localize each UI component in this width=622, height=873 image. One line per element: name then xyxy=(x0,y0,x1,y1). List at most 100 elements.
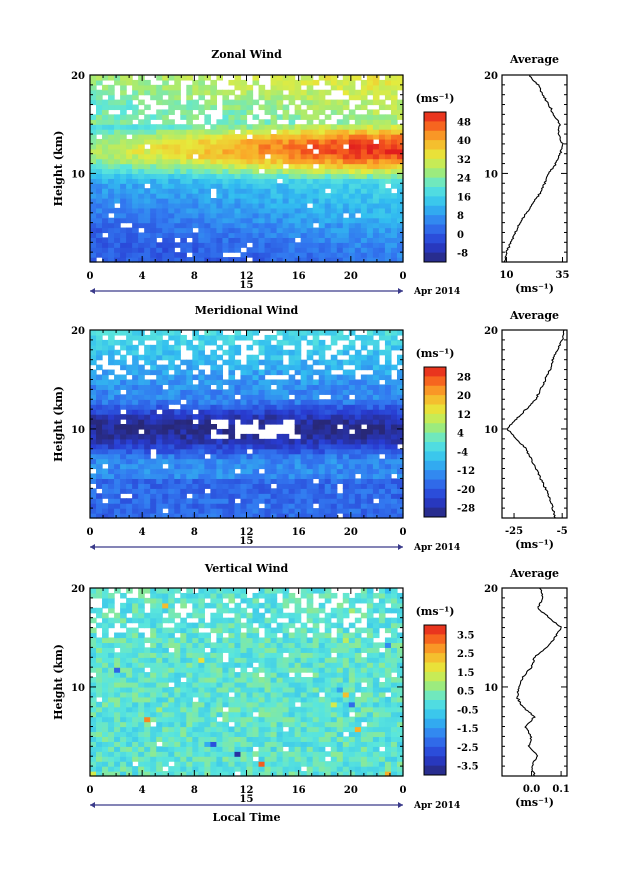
heatmap-cell xyxy=(366,217,374,224)
heatmap-cell xyxy=(234,657,242,663)
heatmap-cell xyxy=(192,89,199,96)
heatmap-cell xyxy=(312,428,320,435)
heatmap-cell xyxy=(222,138,230,145)
heatmap-cell xyxy=(378,148,386,155)
heatmap-cell xyxy=(120,731,127,738)
heatmap-cell xyxy=(372,114,380,120)
heatmap-cell xyxy=(90,119,97,125)
heatmap-cell xyxy=(372,158,380,165)
heatmap-cell xyxy=(126,498,133,504)
heatmap-cell xyxy=(342,349,350,356)
heatmap-cell xyxy=(264,508,272,514)
heatmap-cell xyxy=(192,592,199,599)
heatmap-cell xyxy=(168,731,175,738)
heatmap-cell xyxy=(180,508,187,514)
heatmap-cell xyxy=(222,498,230,504)
heatmap-cell xyxy=(162,672,169,678)
heatmap-cell xyxy=(324,344,332,351)
heatmap-cell xyxy=(360,414,368,420)
heatmap-cell xyxy=(360,119,368,125)
colorbar-segment xyxy=(424,233,446,244)
heatmap-cell xyxy=(246,662,254,668)
heatmap-cell xyxy=(234,134,242,140)
heatmap-cell xyxy=(258,202,266,209)
heatmap-cell xyxy=(114,178,121,184)
heatmap-cell xyxy=(180,463,187,470)
heatmap-cell xyxy=(174,458,181,465)
colorbar-segment xyxy=(424,404,446,415)
heatmap-cell xyxy=(342,119,350,125)
heatmap-cell xyxy=(240,721,248,728)
heatmap-cell xyxy=(150,424,157,430)
heatmap-cell xyxy=(186,419,193,425)
heatmap-cell xyxy=(312,443,320,450)
heatmap-cell xyxy=(318,369,326,376)
heatmap-cell xyxy=(186,448,193,455)
heatmap-cell xyxy=(348,354,356,361)
heatmap-cell xyxy=(180,746,187,752)
heatmap-cell xyxy=(360,148,368,155)
heatmap-cell xyxy=(174,672,181,678)
heatmap-cell xyxy=(216,741,224,747)
heatmap-cell xyxy=(204,493,211,499)
heatmap-cell xyxy=(264,766,272,772)
heatmap-cell xyxy=(258,394,266,400)
heatmap-cell xyxy=(180,389,187,395)
heatmap-cell xyxy=(396,207,404,214)
heatmap-cell xyxy=(390,168,398,175)
heatmap-cell xyxy=(90,711,97,718)
heatmap-cell xyxy=(366,237,374,243)
heatmap-cell xyxy=(102,647,109,653)
heatmap-cell xyxy=(342,433,350,440)
heatmap-cell xyxy=(210,409,217,415)
heatmap-cell xyxy=(108,761,115,767)
heatmap-cell xyxy=(216,438,224,445)
heatmap-cell xyxy=(96,354,103,361)
heatmap-cell xyxy=(198,682,205,688)
heatmap-cell xyxy=(192,99,199,106)
heatmap-cell xyxy=(240,508,248,514)
heatmap-cell xyxy=(294,148,302,155)
heatmap-cell xyxy=(156,193,163,199)
heatmap-cell xyxy=(342,483,350,489)
colorbar-tick-label: 8 xyxy=(457,211,464,222)
heatmap-cell xyxy=(330,188,338,194)
heatmap-cell xyxy=(306,453,314,460)
heatmap-cell xyxy=(162,89,169,96)
heatmap-cell xyxy=(348,409,356,415)
heatmap-cell xyxy=(138,647,145,653)
heatmap-cell xyxy=(264,379,272,386)
heatmap-cell xyxy=(138,662,145,668)
heatmap-cell xyxy=(102,746,109,752)
heatmap-cell xyxy=(318,252,326,258)
heatmap-cell xyxy=(168,428,175,435)
heatmap-cell xyxy=(210,746,217,752)
heatmap-cell xyxy=(384,424,392,430)
heatmap-cell xyxy=(252,701,260,708)
heatmap-cell xyxy=(150,463,157,470)
heatmap-cell xyxy=(282,721,290,728)
heatmap-cell xyxy=(144,124,151,130)
heatmap-cell xyxy=(108,617,115,624)
heatmap-cell xyxy=(228,438,236,445)
heatmap-cell xyxy=(198,104,205,111)
heatmap-cell xyxy=(276,242,284,248)
heatmap-cell xyxy=(282,227,290,234)
heatmap-cell xyxy=(210,513,217,519)
heatmap-cell xyxy=(210,99,217,106)
colorbar-segment xyxy=(424,158,446,169)
heatmap-cell xyxy=(96,183,103,189)
heatmap-cell xyxy=(300,94,308,101)
heatmap-cell xyxy=(138,706,145,713)
heatmap-cell xyxy=(288,84,296,91)
heatmap-cell xyxy=(348,503,356,509)
heatmap-cell xyxy=(294,438,302,445)
heatmap-cell xyxy=(252,252,260,258)
heatmap-cell xyxy=(330,488,338,494)
heatmap-cell xyxy=(300,503,308,509)
heatmap-cell xyxy=(234,711,242,718)
heatmap-cell xyxy=(132,129,139,135)
heatmap-cell xyxy=(258,617,266,624)
heatmap-cell xyxy=(318,178,326,184)
heatmap-cell xyxy=(132,731,139,738)
